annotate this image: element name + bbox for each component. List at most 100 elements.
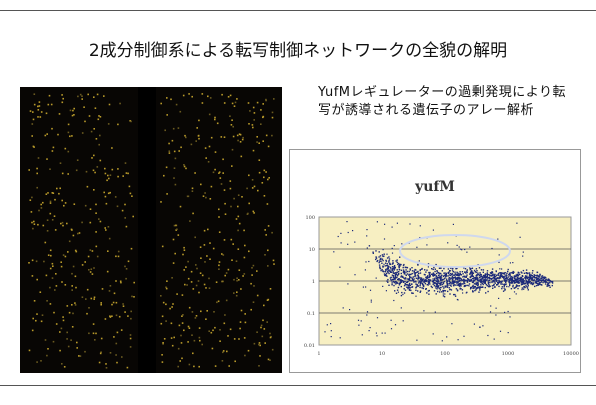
scatter-dot <box>470 272 471 273</box>
scatter-dot <box>528 289 529 290</box>
array-spot <box>262 140 264 142</box>
array-spot <box>240 288 242 290</box>
array-spot <box>131 195 133 197</box>
array-spot <box>230 329 232 331</box>
array-spot <box>266 135 268 137</box>
scatter-dot <box>388 256 389 257</box>
scatter-dot <box>446 283 447 284</box>
scatter-dot <box>496 271 497 272</box>
scatter-dot <box>511 282 512 283</box>
array-spot <box>111 315 113 317</box>
scatter-dot <box>401 286 402 287</box>
y-tick-label: 0.01 <box>304 343 315 349</box>
array-spot <box>77 233 79 235</box>
array-spot <box>273 98 275 100</box>
array-spot <box>34 104 36 106</box>
scatter-dot <box>545 277 546 278</box>
array-spot <box>58 193 60 195</box>
scatter-dot <box>481 269 482 270</box>
array-spot <box>100 116 102 118</box>
scatter-dot <box>387 257 388 258</box>
scatter-dot <box>478 284 479 285</box>
scatter-dot <box>423 282 424 283</box>
array-spot <box>218 301 220 303</box>
scatter-dot <box>382 256 383 257</box>
scatter-dot <box>484 279 485 280</box>
scatter-dot <box>540 282 541 283</box>
array-spot <box>199 337 201 339</box>
array-spot <box>95 204 97 206</box>
scatter-dot <box>509 316 510 317</box>
scatter-dot <box>491 272 492 273</box>
array-spot <box>100 353 102 355</box>
scatter-dot <box>463 283 464 284</box>
array-spot <box>55 273 57 275</box>
scatter-dot <box>484 277 485 278</box>
scatter-dot <box>480 281 481 282</box>
array-spot <box>210 198 212 200</box>
array-spot <box>271 135 273 137</box>
array-spot <box>41 111 43 113</box>
array-spot <box>253 107 255 109</box>
array-spot <box>161 323 163 325</box>
scatter-dot <box>394 269 395 270</box>
array-spot <box>228 365 230 367</box>
array-spot <box>206 255 208 257</box>
scatter-dot <box>462 273 463 274</box>
array-spot <box>199 327 201 329</box>
array-spot <box>232 243 234 245</box>
scatter-dot <box>485 275 486 276</box>
scatter-dot <box>436 276 437 277</box>
scatter-dot <box>529 281 530 282</box>
scatter-dot <box>436 273 437 274</box>
scatter-dot <box>492 288 493 289</box>
description: YufMレギュレーターの過剰発現により転写が誘導される遺伝子のアレー解析 <box>318 84 578 120</box>
scatter-dot <box>537 275 538 276</box>
scatter-dot <box>392 248 393 249</box>
scatter-dot <box>403 264 404 265</box>
scatter-dot <box>522 276 523 277</box>
scatter-dot <box>499 254 500 255</box>
array-spot <box>32 318 34 320</box>
array-spot <box>100 304 102 306</box>
array-spot <box>236 277 238 279</box>
array-spot <box>76 170 78 172</box>
scatter-dot <box>440 289 441 290</box>
scatter-dot <box>375 250 376 251</box>
array-spot <box>85 205 87 207</box>
array-spot <box>122 175 124 177</box>
scatter-dot <box>365 269 366 270</box>
scatter-dot <box>387 263 388 264</box>
array-spot <box>51 104 53 106</box>
scatter-dot <box>532 272 533 273</box>
array-spot <box>92 273 94 275</box>
array-spot <box>226 300 228 302</box>
array-spot <box>212 348 214 350</box>
scatter-dot <box>531 279 532 280</box>
scatter-dot <box>399 257 400 258</box>
array-spot <box>257 102 259 104</box>
array-spot <box>93 128 95 130</box>
array-spot <box>126 226 128 228</box>
scatter-dot <box>514 282 515 283</box>
array-spot <box>128 261 130 263</box>
array-spot <box>53 312 55 314</box>
scatter-dot <box>488 284 489 285</box>
scatter-dot <box>454 294 455 295</box>
scatter-dot <box>382 260 383 261</box>
scatter-dot <box>464 272 465 273</box>
scatter-dot <box>426 244 427 245</box>
scatter-dot <box>412 279 413 280</box>
array-spot <box>273 263 275 265</box>
scatter-dot <box>398 271 399 272</box>
array-spot <box>258 344 260 346</box>
scatter-dot <box>383 249 384 250</box>
scatter-dot <box>477 272 478 273</box>
scatter-dot <box>408 279 409 280</box>
scatter-dot <box>466 252 467 253</box>
array-spot <box>246 188 248 190</box>
scatter-dot <box>547 282 548 283</box>
scatter-dot <box>392 266 393 267</box>
array-spot <box>107 175 109 177</box>
scatter-dot <box>475 289 476 290</box>
